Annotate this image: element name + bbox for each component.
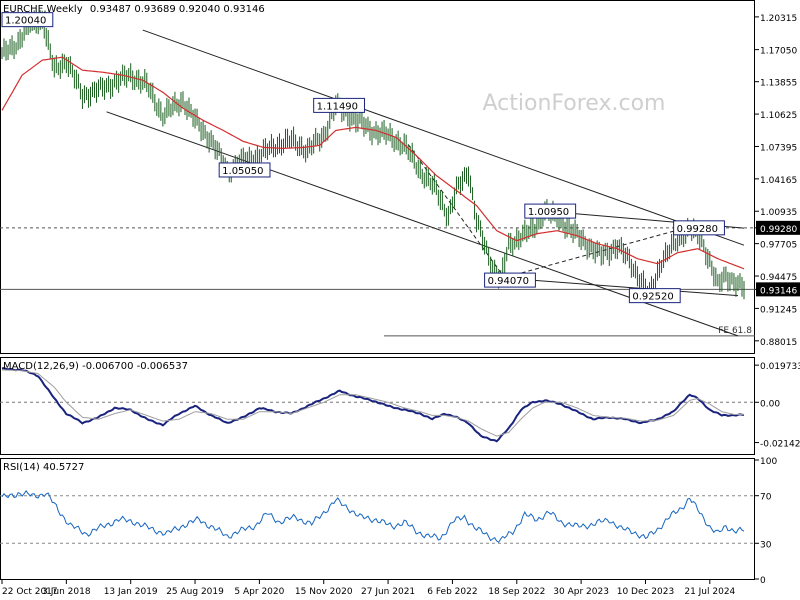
price-panel-frame [0, 0, 755, 354]
symbol-title: EURCHF,Weekly [3, 4, 83, 15]
trendline-dashed-up [514, 227, 686, 276]
rsi-y-tick-2-label: 30 [760, 540, 772, 550]
price-title: EURCHF,Weekly 0.93487 0.93689 0.92040 0.… [3, 4, 265, 15]
ohlc-values: 0.93487 0.93689 0.92040 0.93146 [90, 4, 265, 15]
price-y-tick-2-label: 1.13855 [760, 79, 797, 89]
macd-y-tick-0-label: 0.019733 [760, 362, 800, 372]
price-y-tick-6-label: 1.00935 [760, 208, 797, 218]
price-y-tick-1-label: 1.17050 [760, 47, 797, 57]
rsi-y-tick-3-label: 0 [760, 576, 766, 586]
price-level-badge-0-label: 0.99280 [760, 225, 797, 235]
annotation-box-1.20040 [1, 12, 54, 28]
watermark-text: ActionForex.com [483, 91, 666, 116]
annotation-label-0.92520: 0.92520 [632, 292, 673, 303]
annotation-label-1.20040: 1.20040 [5, 16, 46, 27]
annotation-box-1.00950 [524, 203, 577, 219]
rsi-y-tick-0-label: 100 [760, 457, 777, 467]
price-series [1, 10, 745, 300]
annotation-label-1.11490: 1.11490 [317, 101, 358, 112]
price-y-tick-4-label: 1.07395 [760, 143, 797, 153]
annotation-box-0.92520 [628, 288, 681, 304]
price-y-tick-7-label: 0.97705 [760, 241, 797, 251]
macd-axis: 0.019733 0.00 -0.021424 [755, 362, 800, 450]
price-y-tick-5-label: 1.04165 [760, 176, 797, 186]
x-tick-label-7: 6 Feb 2022 [427, 587, 477, 597]
annotation-label-1.05050: 1.05050 [222, 166, 263, 177]
sma-line [1, 56, 745, 270]
price-level-badge-0-label-box [756, 220, 800, 235]
price-annotations: 1.20040 1.11490 1.05050 1.00950 0.94070 0.925… [1, 12, 725, 304]
price-level-badge-1-label-box [756, 282, 800, 297]
annotation-box-1.05050 [218, 162, 271, 178]
x-tick-label-0: 22 Oct 2017 [2, 587, 58, 597]
x-tick-label-11: 21 Jul 2024 [684, 587, 735, 597]
rsi-y-tick-1-label: 70 [760, 493, 772, 503]
panel-borders [0, 0, 755, 580]
macd-y-tick-1-label: 0.00 [760, 399, 780, 409]
x-tick-label-6: 27 Jun 2021 [361, 587, 415, 597]
macd-panel-frame [0, 357, 755, 455]
rsi-axis: 100 70 30 0 [755, 457, 777, 586]
level-label-fe618: FE 61.8 [718, 326, 752, 336]
x-tick-label-8: 18 Sep 2022 [488, 587, 545, 597]
price-title-group: EURCHF,Weekly 0.93487 0.93689 0.92040 0.… [3, 4, 265, 15]
annotation-box-0.99280 [673, 220, 725, 236]
x-tick-label-3: 25 Aug 2019 [166, 587, 224, 597]
price-y-tick-8-label: 0.94475 [760, 273, 797, 283]
rsi-title: RSI(14) 40.5727 [3, 462, 84, 473]
trendline-triangle-bottom [504, 277, 739, 297]
x-tick-label-2: 13 Jan 2019 [104, 587, 158, 597]
price-level-badge-1-label: 0.93146 [760, 286, 797, 296]
macd-series-signal [1, 369, 744, 437]
rsi-layer [0, 490, 755, 544]
macd-y-tick-2-label: -0.021424 [760, 440, 800, 450]
macd-title: MACD(12,26,9) -0.006700 -0.006537 [3, 361, 188, 372]
annotation-box-0.94070 [484, 272, 536, 288]
price-y-tick-3-label: 1.10625 [760, 111, 797, 121]
macd-layer [0, 367, 755, 443]
rsi-series-line [1, 490, 745, 543]
price-y-tick-10-label: 0.88015 [760, 338, 797, 348]
annotation-label-0.99280: 0.99280 [677, 224, 718, 235]
trendline-channel-upper [142, 29, 745, 246]
x-tick-label-4: 5 Apr 2020 [234, 587, 284, 597]
x-tick-label-10: 10 Dec 2023 [617, 587, 675, 597]
annotation-label-1.00950: 1.00950 [528, 207, 569, 218]
x-tick-label-5: 15 Nov 2020 [295, 587, 353, 597]
price-axis: 1.20315 1.17050 1.13855 1.10625 1.07395 1.041… [755, 14, 800, 348]
price-y-tick-9-label: 0.91245 [760, 305, 797, 315]
x-tick-label-9: 30 Apr 2023 [553, 587, 609, 597]
annotation-label-0.94070: 0.94070 [488, 276, 529, 287]
price-y-tick-0-label: 1.20315 [760, 14, 797, 24]
x-tick-label-1: 3 Jun 2018 [42, 587, 91, 597]
annotation-box-1.11490 [313, 97, 365, 113]
rsi-panel-frame [0, 458, 755, 580]
